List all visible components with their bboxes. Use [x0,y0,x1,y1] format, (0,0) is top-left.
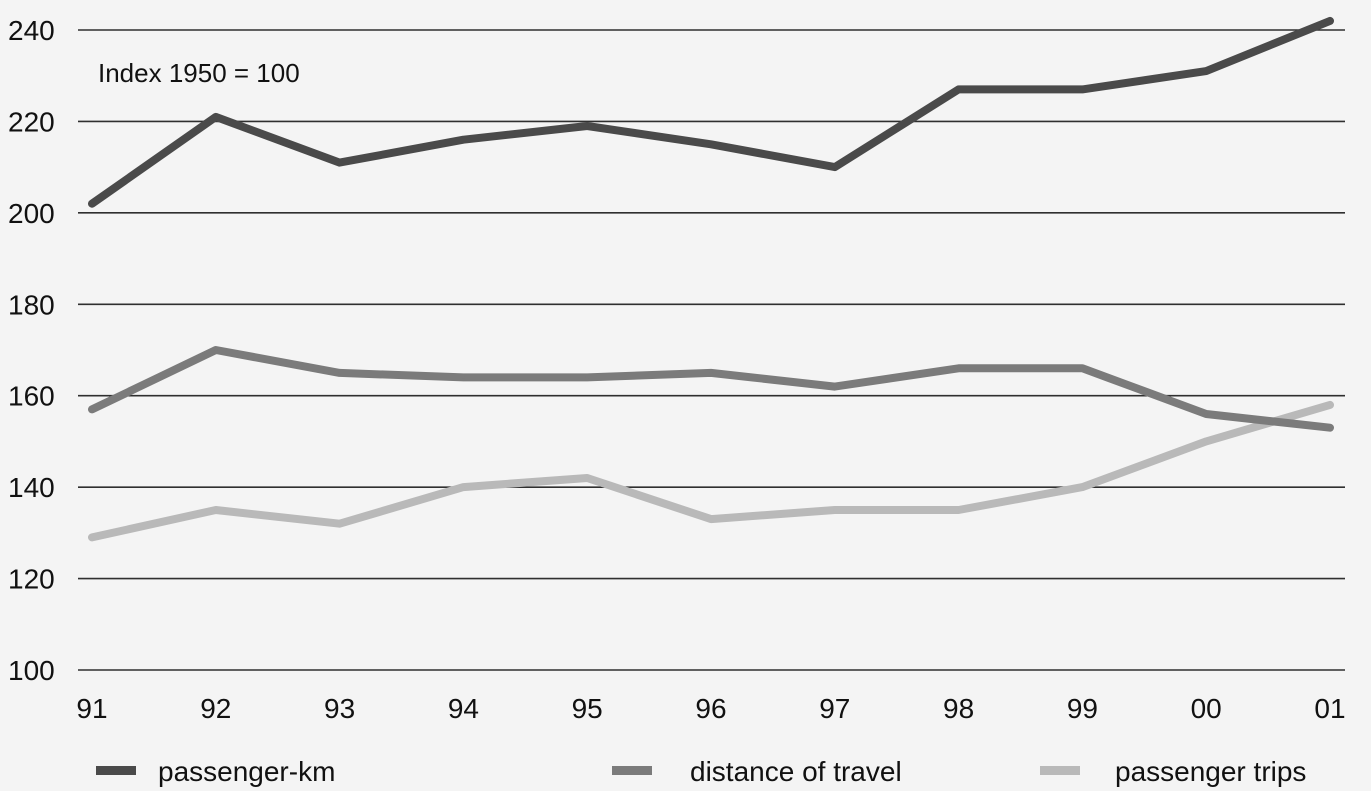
data-point-passenger-trips [338,522,342,526]
x-tick-label: 92 [200,693,231,724]
data-point-passenger-trips [585,476,589,480]
series-line-distance-of-travel [88,346,1334,432]
series-lines [88,16,1334,542]
y-tick-label: 140 [8,472,55,503]
data-point-passenger-km [957,87,961,91]
y-tick-label: 180 [8,289,55,320]
legend: passenger-km distance of travel passenger … [96,756,1306,787]
legend-swatch-distance-of-travel [612,766,652,775]
data-point-passenger-km [1328,19,1332,23]
y-tick-label: 120 [8,564,55,595]
data-point-passenger-trips [1328,403,1332,407]
x-tick-label: 01 [1314,693,1345,724]
data-point-distance-of-travel [1080,366,1084,370]
y-tick-label: 220 [8,106,55,137]
data-point-passenger-trips [214,508,218,512]
data-point-passenger-trips [833,508,837,512]
y-tick-label: 240 [8,15,55,46]
data-point-passenger-trips [461,485,465,489]
data-point-passenger-km [461,138,465,142]
x-tick-label: 00 [1191,693,1222,724]
y-axis-ticks: 100 120 140 160 180 200 220 240 [8,15,55,686]
data-point-passenger-km [338,161,342,165]
data-point-distance-of-travel [1328,426,1332,430]
data-point-passenger-km [1080,87,1084,91]
legend-label-passenger-trips: passenger trips [1115,756,1306,787]
x-tick-label: 99 [1067,693,1098,724]
data-point-distance-of-travel [585,375,589,379]
data-point-distance-of-travel [90,407,94,411]
x-axis-ticks: 91 92 93 94 95 96 97 98 99 00 01 [76,693,1345,724]
x-tick-label: 95 [572,693,603,724]
data-point-passenger-km [833,165,837,169]
data-point-passenger-trips [709,517,713,521]
data-point-passenger-trips [957,508,961,512]
gridlines [78,29,1345,671]
data-point-distance-of-travel [957,366,961,370]
data-point-distance-of-travel [709,371,713,375]
data-point-distance-of-travel [833,385,837,389]
data-point-passenger-trips [1204,439,1208,443]
legend-label-distance-of-travel: distance of travel [690,756,902,787]
y-tick-label: 100 [8,655,55,686]
legend-swatch-passenger-trips [1040,766,1080,775]
data-point-distance-of-travel [214,348,218,352]
data-point-passenger-km [90,202,94,206]
data-point-passenger-km [585,124,589,128]
series-line-passenger-trips [88,400,1334,542]
series-line-passenger-km [88,16,1334,208]
data-point-passenger-trips [90,535,94,539]
y-tick-label: 160 [8,381,55,412]
x-tick-label: 93 [324,693,355,724]
data-point-passenger-km [1204,69,1208,73]
x-tick-label: 94 [448,693,479,724]
data-point-distance-of-travel [338,371,342,375]
x-tick-label: 91 [76,693,107,724]
data-point-distance-of-travel [1204,412,1208,416]
legend-swatch-passenger-km [96,766,136,775]
index-annotation: Index 1950 = 100 [98,58,300,88]
legend-label-passenger-km: passenger-km [158,756,335,787]
data-point-passenger-km [214,115,218,119]
y-tick-label: 200 [8,198,55,229]
data-point-distance-of-travel [461,375,465,379]
x-tick-label: 96 [695,693,726,724]
data-point-passenger-km [709,142,713,146]
data-point-passenger-trips [1080,485,1084,489]
x-tick-label: 98 [943,693,974,724]
x-tick-label: 97 [819,693,850,724]
